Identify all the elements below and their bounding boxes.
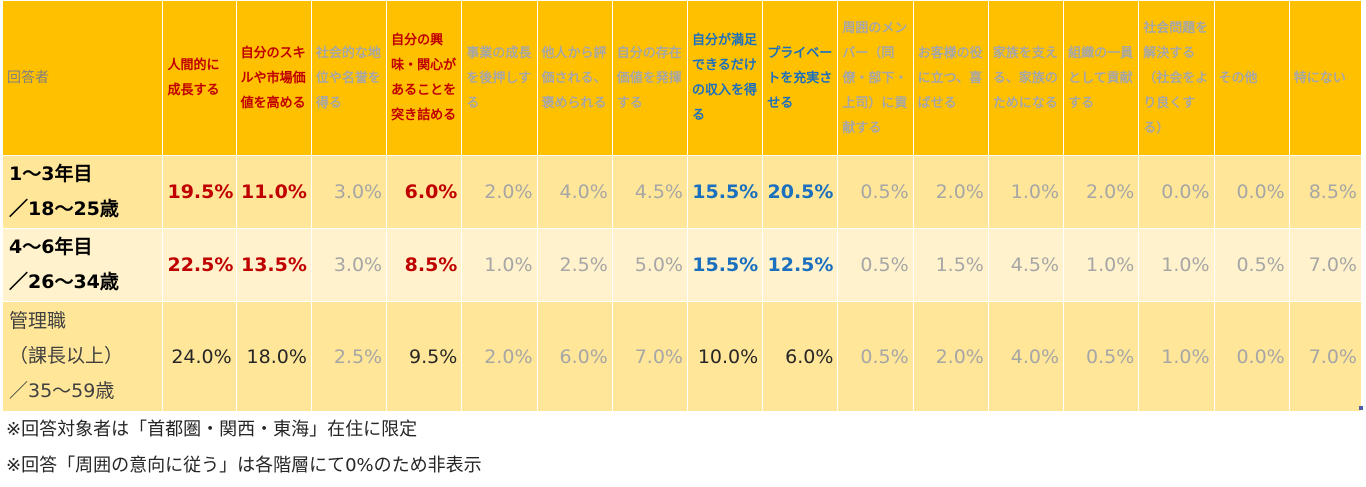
value-cell: 8.5% — [1288, 155, 1363, 229]
header-col: その他 — [1213, 0, 1290, 156]
value-cell: 2.0% — [912, 301, 989, 412]
value-cell: 1.0% — [1063, 228, 1140, 302]
value-cell: 0.5% — [837, 228, 914, 302]
note-line: ※回答対象者は「首都圏・関西・東海」在住に限定 — [6, 419, 418, 440]
row-label: 管理職 （課長以上） ／35～59歳 — [1, 301, 164, 412]
header-col: 社会的な地位や名誉を得る — [310, 0, 388, 156]
value-cell: 15.5% — [686, 228, 764, 302]
survey-table: 回答者 人間的に成長する 自分のスキルや市場価値を高める 社会的な地位や名誉を得… — [1, 0, 1363, 412]
value-cell: 7.0% — [611, 301, 688, 412]
header-col: 家族を支える、家族のためになる — [987, 0, 1065, 156]
header-col: 自分のスキルや市場価値を高める — [235, 0, 312, 156]
notes: ※回答対象者は「首都圏・関西・東海」在住に限定 ※回答「周囲の意向に従う」は各階… — [6, 412, 1366, 484]
value-cell: 19.5% — [162, 155, 237, 229]
value-cell: 22.5% — [162, 228, 237, 302]
header-col: 自分が満足できるだけの収入を得る — [686, 0, 764, 156]
value-cell: 13.5% — [235, 228, 312, 302]
value-cell: 1.0% — [1138, 228, 1215, 302]
resize-handle[interactable] — [1359, 406, 1363, 410]
value-cell: 1.0% — [987, 155, 1065, 229]
value-cell: 2.5% — [536, 228, 613, 302]
table-row: 管理職 （課長以上） ／35～59歳 24.0% 18.0% 2.5% 9.5%… — [1, 301, 1363, 412]
value-cell: 0.0% — [1213, 301, 1290, 412]
header-col: プライベートを充実させる — [762, 0, 839, 156]
value-cell: 4.5% — [611, 155, 688, 229]
header-respondent: 回答者 — [1, 0, 164, 156]
value-cell: 2.0% — [461, 301, 538, 412]
value-cell: 0.5% — [837, 155, 914, 229]
value-cell: 1.5% — [912, 228, 989, 302]
row-label: 1～3年目 ／18～25歳 — [1, 155, 164, 229]
value-cell: 6.0% — [536, 301, 613, 412]
row-label-line: 管理職 — [9, 310, 67, 332]
header-row: 回答者 人間的に成長する 自分のスキルや市場価値を高める 社会的な地位や名誉を得… — [1, 0, 1363, 156]
value-cell: 4.0% — [536, 155, 613, 229]
note-line: ※回答「周囲の意向に従う」は各階層にて0%のため非表示 — [6, 455, 482, 476]
value-cell: 0.5% — [1213, 228, 1290, 302]
value-cell: 0.0% — [1138, 155, 1215, 229]
header-col: 自分の存在価値を発揮する — [611, 0, 688, 156]
value-cell: 3.0% — [310, 155, 388, 229]
value-cell: 3.0% — [310, 228, 388, 302]
value-cell: 10.0% — [686, 301, 764, 412]
table-row: 1～3年目 ／18～25歳 19.5% 11.0% 3.0% 6.0% 2.0%… — [1, 155, 1363, 229]
value-cell: 15.5% — [686, 155, 764, 229]
value-cell: 2.0% — [1063, 155, 1140, 229]
header-col: お客様の役に立つ、喜ばせる — [912, 0, 989, 156]
header-col: 周囲のメンバー（同僚・部下・上司）に貢献する — [837, 0, 914, 156]
value-cell: 4.5% — [987, 228, 1065, 302]
row-label: 4～6年目 ／26～34歳 — [1, 228, 164, 302]
value-cell: 6.0% — [762, 301, 839, 412]
value-cell: 0.5% — [1063, 301, 1140, 412]
value-cell: 18.0% — [235, 301, 312, 412]
value-cell: 11.0% — [235, 155, 312, 229]
value-cell: 12.5% — [762, 228, 839, 302]
value-cell: 1.0% — [1138, 301, 1215, 412]
header-col: 人間的に成長する — [162, 0, 237, 156]
row-label-line: （課長以上） — [9, 345, 124, 367]
header-col: 組織の一員として貢献する — [1063, 0, 1140, 156]
value-cell: 2.5% — [310, 301, 388, 412]
table-row: 4～6年目 ／26～34歳 22.5% 13.5% 3.0% 8.5% 1.0%… — [1, 228, 1363, 302]
value-cell: 20.5% — [762, 155, 839, 229]
header-col: 他人から評価される、褒められる — [536, 0, 613, 156]
header-col: 自分の興味・関心があることを突き詰める — [386, 0, 463, 156]
row-label-line: 4～6年目 — [9, 236, 93, 258]
value-cell: 1.0% — [461, 228, 538, 302]
header-col: 特にない — [1288, 0, 1363, 156]
header-col: 事業の成長を後押しする — [461, 0, 538, 156]
value-cell: 2.0% — [461, 155, 538, 229]
value-cell: 6.0% — [386, 155, 463, 229]
value-cell: 2.0% — [912, 155, 989, 229]
row-label-line: ／35～59歳 — [9, 380, 115, 402]
row-label-line: ／18～25歳 — [9, 198, 119, 220]
value-cell: 7.0% — [1288, 228, 1363, 302]
value-cell: 24.0% — [162, 301, 237, 412]
value-cell: 4.0% — [987, 301, 1065, 412]
row-label-line: ／26～34歳 — [9, 271, 119, 293]
value-cell: 0.5% — [837, 301, 914, 412]
value-cell: 9.5% — [386, 301, 463, 412]
header-col: 社会問題を解決する（社会をより良くする） — [1138, 0, 1215, 156]
value-cell: 5.0% — [611, 228, 688, 302]
value-cell: 7.0% — [1288, 301, 1363, 412]
row-label-line: 1～3年目 — [9, 163, 93, 185]
value-cell: 8.5% — [386, 228, 463, 302]
value-cell: 0.0% — [1213, 155, 1290, 229]
